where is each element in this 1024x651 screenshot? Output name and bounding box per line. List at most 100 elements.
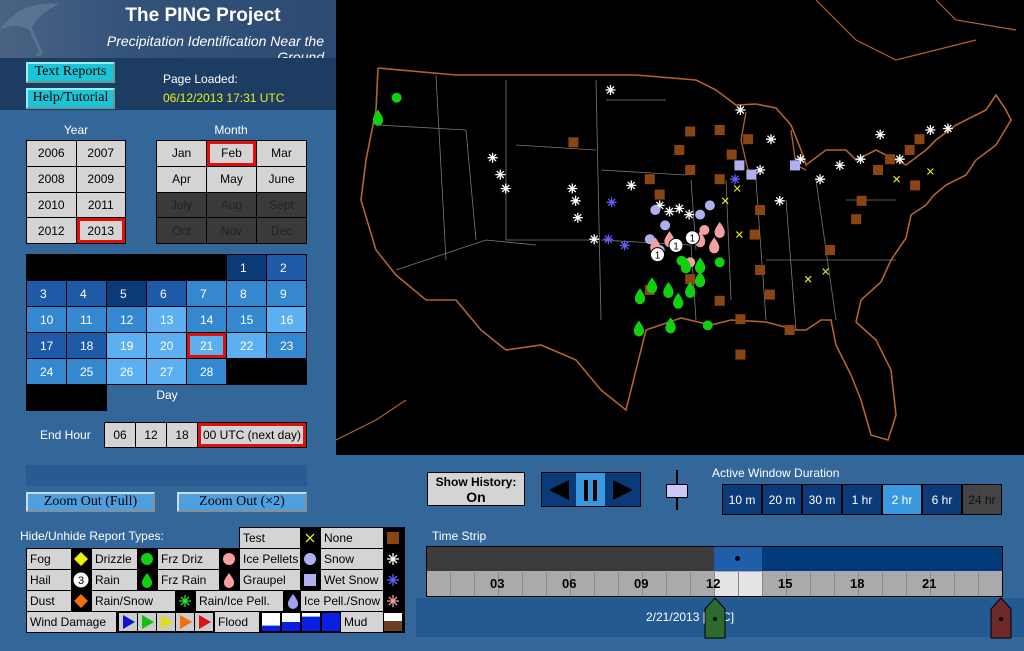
report-marker-snow-dot[interactable] (660, 220, 671, 231)
year-option-2006[interactable]: 2006 (27, 141, 76, 166)
report-marker-frz-rain[interactable] (633, 320, 645, 337)
speed-slider-handle[interactable] (666, 484, 688, 498)
report-marker-snow-dot[interactable] (704, 200, 715, 211)
report-marker-snow[interactable] (626, 180, 637, 191)
report-marker-snow[interactable] (684, 209, 695, 220)
day-option-12[interactable]: 12 (107, 307, 146, 332)
help-tutorial-button[interactable]: Help/Tutorial (26, 88, 115, 109)
legend-graupel[interactable]: Graupel (240, 570, 300, 590)
day-option-14[interactable]: 14 (187, 307, 226, 332)
day-option-19[interactable]: 19 (107, 333, 146, 358)
report-marker-none[interactable] (784, 325, 795, 335)
report-marker-none[interactable] (726, 149, 737, 160)
report-marker-graupel[interactable] (709, 237, 720, 254)
report-marker-frz-rain[interactable] (634, 288, 646, 305)
legend-frz-driz[interactable]: Frz Driz (158, 549, 219, 569)
report-marker-none[interactable] (654, 189, 665, 200)
report-marker-drizzle[interactable] (714, 257, 725, 268)
window-start-marker[interactable] (704, 597, 726, 639)
report-marker-none[interactable] (910, 180, 921, 191)
report-marker-none[interactable] (825, 245, 835, 255)
end-hour-option[interactable]: 18 (167, 423, 197, 447)
legend-wind[interactable]: Wind Damage (27, 612, 116, 632)
zoom-out-full-button[interactable]: Zoom Out (Full) (26, 492, 155, 512)
legend-hail[interactable]: Hail (27, 570, 71, 590)
day-option-3[interactable]: 3 (27, 281, 66, 306)
report-marker-frz-rain[interactable] (685, 282, 696, 298)
time-strip-active-window[interactable] (714, 547, 762, 571)
report-marker-none[interactable] (764, 289, 775, 300)
legend-rain-snow[interactable]: Rain/Snow (92, 591, 175, 611)
day-option-1[interactable]: 1 (227, 255, 266, 280)
duration-option-6hr[interactable]: 6 hr (922, 484, 962, 515)
report-marker-wet-star[interactable] (603, 234, 614, 245)
year-option-2010[interactable]: 2010 (27, 192, 76, 218)
report-marker-none[interactable] (568, 137, 579, 148)
end-hour-option[interactable]: 12 (136, 423, 166, 447)
legend-flood[interactable]: Flood (215, 612, 259, 632)
report-marker-hail[interactable]: 1 (650, 247, 665, 263)
report-marker-none[interactable] (904, 145, 915, 155)
day-option-24[interactable]: 24 (27, 359, 66, 384)
report-marker-wet-star[interactable] (730, 174, 740, 185)
month-option-nov[interactable]: Nov (207, 218, 256, 243)
day-option-18[interactable]: 18 (67, 333, 106, 358)
report-marker-wet-snow[interactable] (790, 160, 800, 171)
report-marker-wet-snow[interactable] (734, 160, 745, 171)
day-option-13[interactable]: 13 (147, 307, 186, 332)
report-marker-frz-rain[interactable] (665, 317, 676, 334)
year-option-2012[interactable]: 2012 (27, 218, 76, 243)
legend-none[interactable]: None (321, 528, 383, 548)
report-marker-none[interactable] (714, 174, 725, 185)
day-option-11[interactable]: 11 (67, 307, 106, 332)
day-option-9[interactable]: 9 (267, 281, 306, 306)
report-marker-none[interactable] (735, 349, 746, 360)
day-option-22[interactable]: 22 (227, 333, 266, 358)
report-marker-snow-dot[interactable] (695, 209, 706, 220)
report-marker-snow[interactable] (766, 134, 776, 145)
month-option-oct[interactable]: Oct (157, 218, 206, 243)
legend-drizzle[interactable]: Drizzle (92, 549, 137, 569)
report-marker-none[interactable] (885, 154, 895, 165)
year-option-2008[interactable]: 2008 (27, 166, 76, 192)
report-marker-snow[interactable] (875, 129, 886, 140)
report-marker-snow[interactable] (795, 154, 806, 165)
report-marker-snow[interactable] (487, 152, 498, 163)
report-map[interactable]: 111 (336, 0, 1024, 455)
duration-option-24hr[interactable]: 24 hr (962, 484, 1002, 515)
month-option-june[interactable]: June (257, 166, 306, 192)
report-marker-snow[interactable] (674, 203, 685, 214)
legend-wet-snow[interactable]: Wet Snow (321, 570, 383, 590)
report-marker-snow[interactable] (755, 165, 766, 175)
year-option-2009[interactable]: 2009 (76, 166, 125, 192)
year-option-2011[interactable]: 2011 (76, 192, 125, 218)
day-option-16[interactable]: 16 (267, 307, 306, 332)
report-marker-hail[interactable]: 1 (684, 230, 700, 246)
report-marker-none[interactable] (755, 265, 766, 275)
duration-option-30m[interactable]: 30 m (802, 484, 842, 515)
report-marker-none[interactable] (755, 205, 766, 215)
pause-button[interactable] (576, 473, 605, 506)
report-marker-test[interactable] (822, 268, 830, 275)
legend-mud[interactable]: Mud (341, 612, 383, 632)
report-marker-test[interactable] (733, 185, 741, 192)
report-marker-frz-rain[interactable] (673, 292, 684, 309)
legend-snow[interactable]: Snow (321, 549, 383, 569)
report-marker-none[interactable] (685, 274, 696, 285)
month-option-july[interactable]: July (157, 192, 206, 218)
legend-rain-ice[interactable]: Rain/Ice Pell. (196, 591, 283, 611)
report-marker-snow[interactable] (572, 212, 583, 223)
report-marker-drizzle[interactable] (391, 92, 402, 103)
report-marker-snow-dot[interactable] (644, 234, 655, 245)
report-marker-snow[interactable] (855, 154, 866, 165)
month-option-aug[interactable]: Aug (207, 192, 256, 218)
report-marker-none[interactable] (743, 134, 754, 145)
month-option-mar[interactable]: Mar (257, 141, 306, 166)
report-marker-snow[interactable] (495, 169, 506, 180)
duration-option-1hr[interactable]: 1 hr (842, 484, 882, 515)
month-option-feb[interactable]: Feb (207, 141, 256, 166)
legend-frz-rain[interactable]: Frz Rain (158, 570, 219, 590)
legend-rain[interactable]: Rain (92, 570, 137, 590)
month-option-jan[interactable]: Jan (157, 141, 206, 166)
report-marker-snow[interactable] (570, 195, 581, 206)
